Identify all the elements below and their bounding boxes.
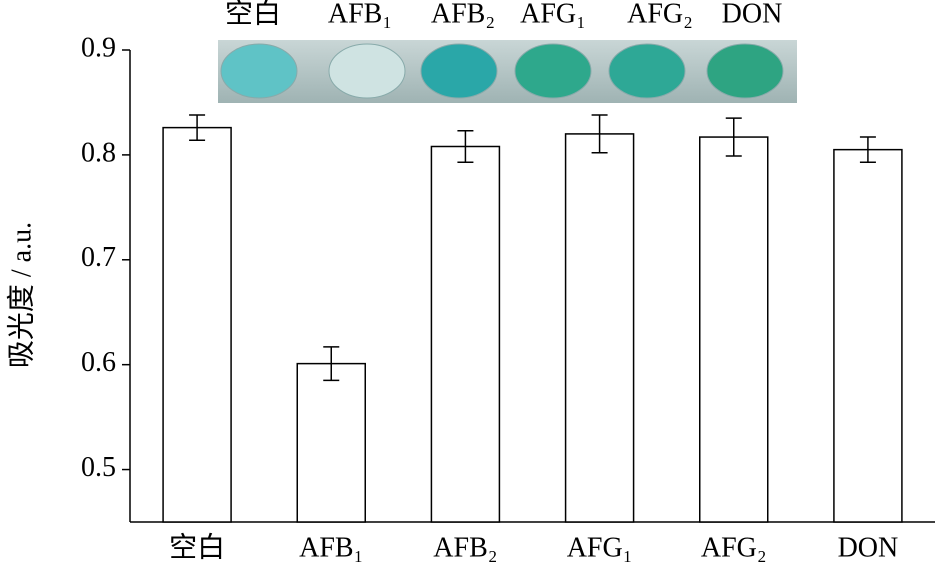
bar: [162, 126, 232, 523]
y-tick-label: 0.7: [81, 242, 116, 273]
x-tick-label: AFB₁: [299, 532, 363, 563]
y-tick-label: 0.6: [81, 347, 116, 378]
well: [608, 43, 686, 99]
well: [420, 43, 498, 99]
inset-label: AFB₂: [431, 0, 495, 29]
inset-label: AFG₂: [627, 0, 693, 29]
inset-label: AFB₁: [328, 0, 392, 29]
x-tick-label: DON: [838, 532, 899, 563]
y-tick-label: 0.5: [81, 452, 116, 483]
y-axis-label: 吸光度 / a.u.: [5, 222, 37, 368]
bar: [296, 362, 366, 523]
inset-label: DON: [722, 0, 783, 29]
inset-label: 空白: [225, 0, 281, 29]
well: [328, 43, 406, 99]
bar: [430, 145, 501, 523]
x-tick-label: AFB₂: [433, 532, 497, 563]
well: [514, 43, 592, 99]
x-tick-label: AFG₂: [701, 532, 767, 563]
y-tick-label: 0.9: [81, 32, 116, 63]
x-tick-label: 空白: [169, 531, 225, 563]
bar: [699, 136, 769, 523]
well: [706, 43, 784, 99]
bar: [833, 148, 903, 523]
y-tick-label: 0.8: [81, 137, 116, 168]
x-tick-label: AFG₁: [567, 532, 633, 563]
inset-label: AFG₁: [520, 0, 586, 29]
well: [220, 43, 298, 99]
inset-photo: [218, 40, 797, 103]
bar: [564, 133, 635, 523]
